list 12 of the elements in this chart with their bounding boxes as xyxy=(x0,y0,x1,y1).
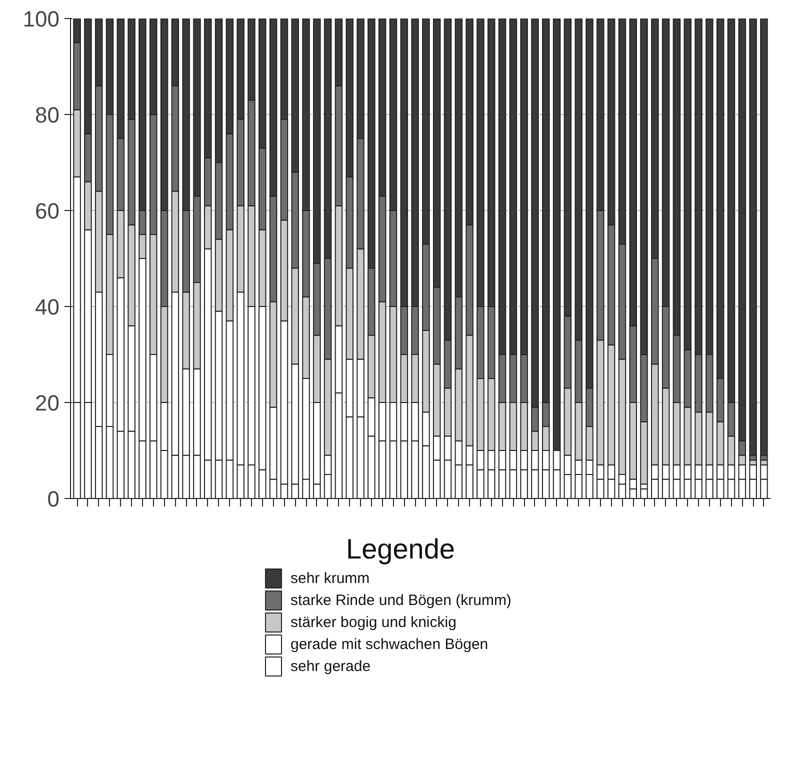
legend-title: Legende xyxy=(346,534,456,564)
legend-label: gerade mit schwachen Bögen xyxy=(290,636,488,653)
y-tick-label: 100 xyxy=(22,6,60,32)
y-tick-label: 20 xyxy=(35,390,60,416)
y-tick-label: 60 xyxy=(35,198,60,224)
y-tick-label: 40 xyxy=(35,294,60,320)
legend-label: starke Rinde und Bögen (krumm) xyxy=(290,592,512,609)
legend-label: sehr krumm xyxy=(290,570,370,587)
legend-label: sehr gerade xyxy=(290,658,371,675)
legend-label: stärker bogig und knickig xyxy=(290,614,456,631)
y-tick-label: 0 xyxy=(47,486,60,512)
y-tick-label: 80 xyxy=(35,102,60,128)
